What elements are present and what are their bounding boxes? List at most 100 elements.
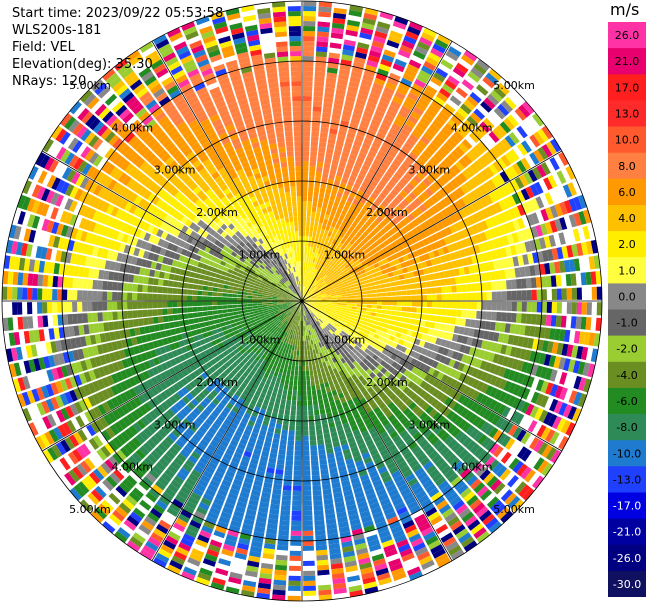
range-gate — [468, 328, 475, 337]
range-gate — [544, 192, 554, 205]
range-gate — [441, 294, 447, 301]
range-gate — [307, 261, 311, 267]
range-gate — [321, 223, 327, 230]
range-gate — [391, 225, 399, 233]
range-gate — [352, 165, 361, 173]
range-gate — [384, 333, 391, 340]
range-gate — [537, 128, 549, 142]
range-gate — [307, 191, 313, 197]
range-gate — [316, 41, 329, 48]
range-gate — [389, 163, 399, 172]
range-gate — [328, 57, 340, 64]
range-gate — [485, 373, 494, 384]
range-gate — [292, 355, 296, 361]
range-gate — [331, 238, 337, 245]
range-gate — [368, 319, 375, 324]
range-gate — [315, 61, 327, 68]
range-gate — [503, 223, 511, 234]
range-gate — [312, 286, 317, 291]
range-gate — [327, 231, 333, 237]
range-gate — [473, 160, 484, 171]
range-gate — [503, 168, 514, 181]
range-gate — [308, 181, 314, 187]
range-gate — [309, 425, 315, 431]
range-gate — [316, 554, 329, 561]
range-gate — [367, 208, 374, 216]
range-gate — [465, 355, 473, 365]
range-gate — [350, 71, 362, 79]
range-gate — [540, 314, 547, 326]
range-gate — [461, 169, 472, 180]
range-gate — [334, 212, 341, 219]
range-gate — [596, 286, 602, 300]
range-gate — [377, 346, 385, 353]
range-gate — [442, 262, 449, 271]
range-gate — [467, 71, 481, 83]
range-gate — [440, 209, 449, 218]
range-gate — [304, 281, 307, 287]
range-gate — [303, 271, 305, 277]
range-gate — [527, 420, 538, 433]
range-gate — [505, 345, 513, 356]
range-gate — [489, 375, 498, 386]
range-gate — [343, 246, 349, 253]
range-gate — [329, 243, 335, 249]
range-gate — [303, 291, 305, 297]
range-gate — [388, 260, 396, 267]
range-gate — [489, 363, 497, 374]
range-gate — [316, 36, 329, 43]
range-gate — [492, 127, 504, 140]
range-gate — [352, 320, 358, 326]
range-gate — [512, 219, 521, 231]
range-gate — [296, 405, 302, 411]
range-gate — [509, 323, 516, 334]
range-gate — [450, 178, 460, 189]
range-gate — [591, 286, 597, 300]
range-gate — [338, 203, 345, 210]
range-gate — [328, 237, 334, 243]
range-gate — [309, 306, 315, 311]
range-gate — [431, 233, 439, 242]
range-gate — [537, 442, 549, 456]
range-gate — [304, 251, 307, 257]
range-gate — [310, 354, 315, 361]
range-gate — [427, 52, 441, 63]
range-gate — [322, 167, 330, 174]
range-gate — [316, 368, 322, 375]
range-gate — [507, 475, 519, 488]
range-gate — [430, 336, 438, 344]
range-gate — [475, 273, 481, 282]
range-gate — [303, 276, 305, 282]
range-gate — [391, 361, 399, 369]
range-gate — [352, 241, 359, 248]
range-gate — [340, 250, 346, 257]
range-gate — [440, 384, 449, 393]
range-gate — [369, 237, 376, 245]
range-gate — [555, 274, 562, 287]
range-gate — [298, 335, 300, 341]
range-gate — [302, 196, 308, 202]
range-gate — [495, 173, 505, 186]
range-gate — [496, 301, 502, 311]
range-gate — [334, 98, 344, 106]
range-gate — [406, 63, 420, 74]
range-gate — [303, 330, 306, 336]
range-gate — [384, 319, 390, 324]
range-gate — [345, 310, 351, 314]
range-gate — [418, 269, 425, 276]
range-gate — [311, 126, 320, 132]
range-gate — [341, 276, 347, 281]
range-gate — [313, 280, 317, 285]
range-gate — [470, 67, 484, 79]
range-gate — [337, 299, 342, 301]
range-gate — [501, 312, 507, 322]
range-gate — [315, 247, 319, 254]
range-gate — [475, 222, 484, 233]
range-gate — [462, 385, 471, 396]
range-gate — [519, 266, 526, 278]
range-gate — [467, 377, 476, 387]
range-gate — [344, 315, 350, 319]
range-gate — [313, 509, 324, 516]
range-gate — [346, 293, 352, 297]
range-gate — [386, 244, 393, 251]
